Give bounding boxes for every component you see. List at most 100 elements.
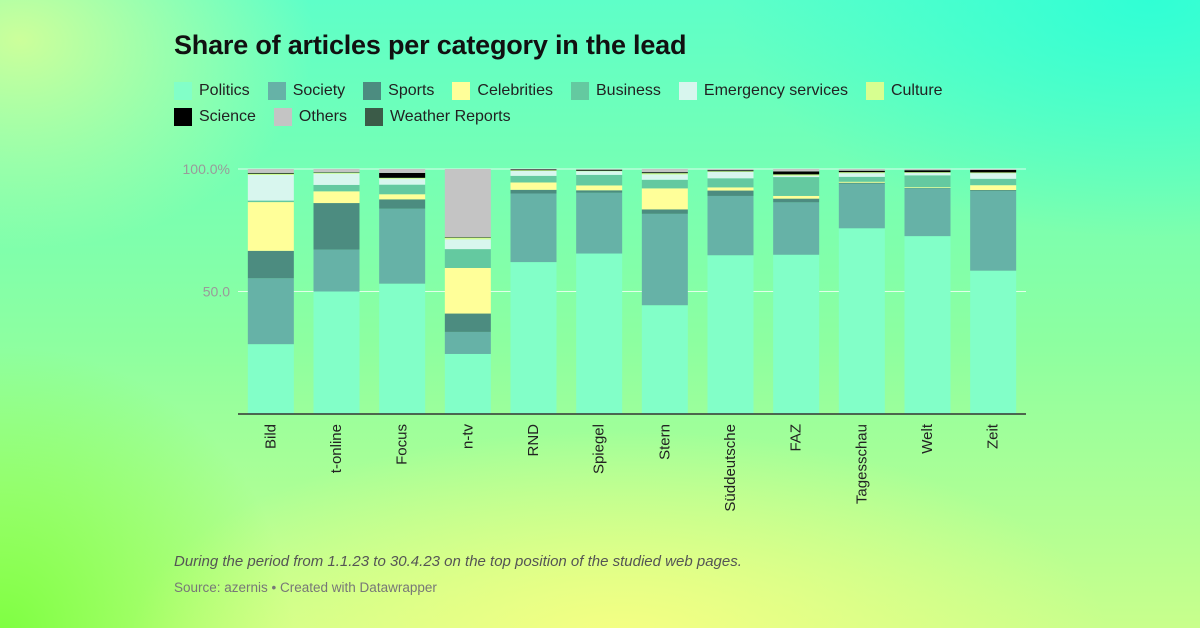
- bar-segment: [641, 213, 688, 306]
- x-tick-label: RND: [525, 424, 542, 457]
- legend-label: Society: [292, 82, 346, 99]
- bar-segment: [707, 169, 754, 171]
- legend-swatch: [452, 82, 471, 100]
- legend-item: Weather Reports: [364, 106, 511, 128]
- bar-segment: [904, 172, 951, 176]
- bar-segment: [707, 187, 754, 191]
- bar-segment: [444, 169, 491, 238]
- legend-swatch: [364, 108, 383, 126]
- bar-segment: [379, 199, 426, 209]
- bar-segment: [773, 198, 820, 203]
- legend-label: Science: [199, 108, 256, 125]
- bar-segment: [379, 208, 426, 284]
- legend-item: Society: [267, 80, 346, 102]
- bar-segment: [970, 191, 1017, 271]
- bar-segment: [970, 270, 1017, 414]
- bar-segment: [838, 183, 885, 229]
- bar-segment: [970, 185, 1017, 191]
- legend-item: Emergency services: [678, 80, 848, 102]
- bar-segment: [970, 173, 1017, 179]
- bar-segment: [444, 353, 491, 414]
- bar-segment: [576, 174, 623, 186]
- bar-segment: [641, 188, 688, 210]
- bar-segment: [904, 169, 951, 171]
- legend-swatch: [273, 108, 292, 126]
- legend-item: Politics: [174, 80, 250, 102]
- bar-segment: [838, 182, 885, 184]
- bar-segment: [838, 181, 885, 183]
- bar-segment: [707, 190, 754, 196]
- bar-segment: [444, 331, 491, 354]
- bar-segment: [970, 190, 1017, 192]
- bar-segment: [773, 169, 820, 172]
- bar-segment: [247, 202, 294, 251]
- legend-swatch: [174, 108, 192, 126]
- bar-segment: [838, 173, 885, 177]
- bar-segment: [707, 178, 754, 188]
- legend-label: Politics: [199, 82, 250, 99]
- x-tick-label: Bild: [262, 424, 279, 449]
- bar-segment: [970, 169, 1017, 170]
- bar-segment: [379, 172, 426, 178]
- bar-segment: [510, 170, 557, 176]
- legend-label: Weather Reports: [389, 108, 511, 125]
- bar-segment: [510, 170, 557, 171]
- legend-item: Others: [273, 106, 347, 128]
- bar-segment: [904, 236, 951, 414]
- bar-segment: [313, 184, 360, 192]
- bar-segment: [444, 239, 491, 250]
- bar-segment: [247, 344, 294, 414]
- bar-segment: [379, 177, 426, 179]
- bar-segment: [510, 193, 557, 263]
- x-tick-label: Süddeutsche: [722, 424, 739, 512]
- x-tick-label: Spiegel: [591, 424, 608, 474]
- bar-segment: [970, 178, 1017, 186]
- legend-swatch: [267, 82, 286, 100]
- bar-segment: [707, 171, 754, 179]
- bar-segment: [641, 305, 688, 414]
- bar-segment: [838, 176, 885, 182]
- bar-segment: [707, 171, 754, 172]
- bar-segment: [904, 172, 951, 173]
- bar-segment: [576, 190, 623, 193]
- bar-segment: [576, 185, 623, 191]
- bar-segment: [379, 169, 426, 173]
- legend-label: Others: [298, 108, 347, 125]
- bar-segment: [247, 250, 294, 279]
- bar-segment: [313, 172, 360, 174]
- bar-segment: [247, 169, 294, 173]
- bar-segment: [576, 192, 623, 254]
- legend-label: Business: [596, 82, 661, 99]
- bar-segment: [773, 175, 820, 178]
- bar-segment: [510, 182, 557, 190]
- legend-item: Business: [571, 80, 661, 102]
- bar-segment: [641, 179, 688, 189]
- bar-segment: [444, 267, 491, 314]
- bar-segment: [773, 177, 820, 196]
- bar-segment: [510, 262, 557, 414]
- legend-swatch: [363, 82, 382, 100]
- bar-segment: [247, 173, 294, 175]
- legend-swatch: [174, 82, 192, 100]
- bar-segment: [313, 291, 360, 414]
- x-tick-label: Zeit: [985, 423, 1002, 449]
- bar-segment: [379, 184, 426, 195]
- bar-segment: [970, 169, 1017, 173]
- legend-item: Culture: [865, 80, 943, 102]
- legend-label: Culture: [890, 82, 943, 99]
- bar-segment: [707, 195, 754, 256]
- chart-notes: During the period from 1.1.23 to 30.4.23…: [174, 553, 742, 570]
- bar-segment: [313, 203, 360, 250]
- legend-item: Science: [174, 106, 256, 128]
- bar-segment: [838, 170, 885, 173]
- bar-segment: [313, 169, 360, 173]
- bar-segment: [444, 237, 491, 240]
- legend-label: Emergency services: [703, 82, 848, 99]
- x-tick-label: Focus: [394, 424, 411, 465]
- bar-segment: [247, 174, 294, 201]
- bar-segment: [904, 188, 951, 237]
- bar-segment: [838, 228, 885, 414]
- legend-item: Sports: [363, 80, 434, 102]
- bar-segment: [838, 169, 885, 171]
